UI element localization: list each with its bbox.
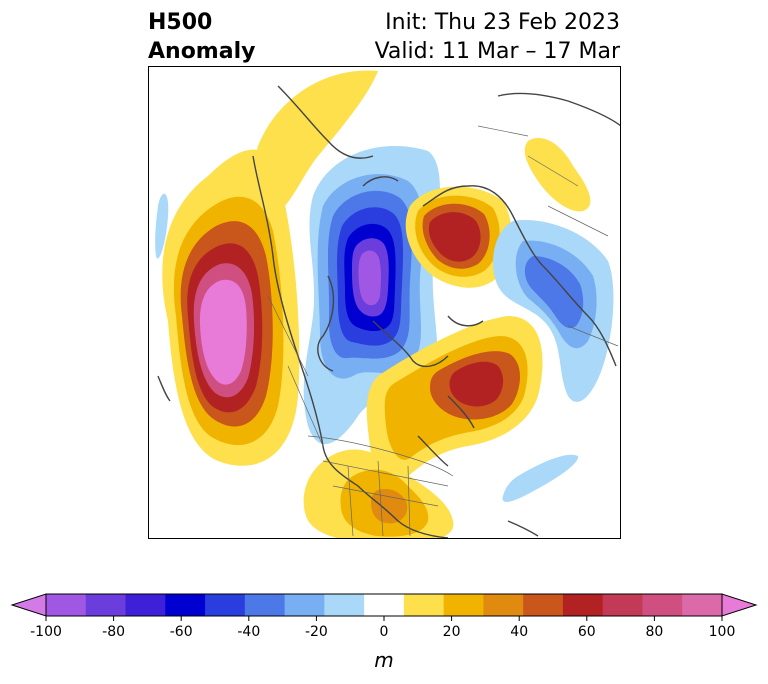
coastlines bbox=[157, 85, 621, 539]
colorbar-swatch bbox=[682, 594, 723, 616]
colorbar-extend-max bbox=[721, 593, 758, 617]
colorbar-swatch bbox=[562, 594, 604, 616]
colorbar-swatch bbox=[165, 594, 206, 616]
colorbar-swatch bbox=[364, 594, 405, 616]
colorbar-swatch bbox=[324, 594, 365, 616]
forecast-dates: Init: Thu 23 Feb 2023 Valid: 11 Mar – 17… bbox=[375, 8, 620, 66]
colorbar-swatch bbox=[523, 594, 564, 616]
polar-trough bbox=[303, 146, 440, 445]
colorbar-tick-label: -20 bbox=[305, 624, 328, 640]
colorbar-tick-label: -60 bbox=[170, 624, 193, 640]
colorbar-tick-label: -100 bbox=[30, 624, 62, 640]
colorbar-swatch bbox=[284, 594, 325, 616]
colorbar-unit: m bbox=[374, 648, 393, 672]
colorbar-ticks: -100 -80 -60 -40 -20 0 20 40 60 80 100 bbox=[30, 616, 735, 640]
colorbar-swatch bbox=[46, 594, 87, 616]
atlantic-ridge bbox=[366, 316, 579, 502]
eurasia-trough bbox=[493, 220, 614, 402]
map-title: H500 Anomaly bbox=[148, 8, 255, 66]
colorbar-swatch bbox=[244, 594, 286, 616]
colorbar-swatch bbox=[125, 594, 166, 616]
valid-range: Valid: 11 Mar – 17 Mar bbox=[374, 39, 620, 64]
title-anomaly: Anomaly bbox=[148, 39, 256, 64]
colorbar-swatch bbox=[483, 594, 524, 616]
colorbar-tick-label: 80 bbox=[645, 624, 663, 640]
colorbar-tick-label: -80 bbox=[102, 624, 125, 640]
colorbar: -100 -80 -60 -40 -20 0 20 40 60 80 100 m bbox=[10, 593, 758, 672]
init-date: Init: Thu 23 Feb 2023 bbox=[385, 10, 620, 35]
anomaly-map bbox=[148, 66, 621, 539]
colorbar-swatch bbox=[642, 594, 683, 616]
colorbar-tick-label: 20 bbox=[443, 624, 461, 640]
colorbar-tick-label: -40 bbox=[237, 624, 260, 640]
borders bbox=[267, 125, 619, 537]
title-h500: H500 bbox=[148, 10, 213, 35]
colorbar-swatch bbox=[403, 594, 445, 616]
colorbar-swatch bbox=[602, 594, 643, 616]
eurasia-ridge bbox=[405, 137, 591, 288]
colorbar-extend-min bbox=[10, 593, 47, 617]
canada-positive bbox=[255, 70, 378, 211]
colorbar-tick-label: 60 bbox=[578, 624, 596, 640]
colorbar-tick-label: 100 bbox=[709, 624, 736, 640]
colorbar-swatch bbox=[443, 594, 484, 616]
colorbar-tick-label: 0 bbox=[380, 624, 389, 640]
colorbar-swatch bbox=[85, 594, 127, 616]
pacific-ridge bbox=[155, 149, 300, 466]
colorbar-swatches bbox=[10, 593, 758, 617]
colorbar-swatch bbox=[205, 594, 246, 616]
colorbar-tick-label: 40 bbox=[510, 624, 528, 640]
